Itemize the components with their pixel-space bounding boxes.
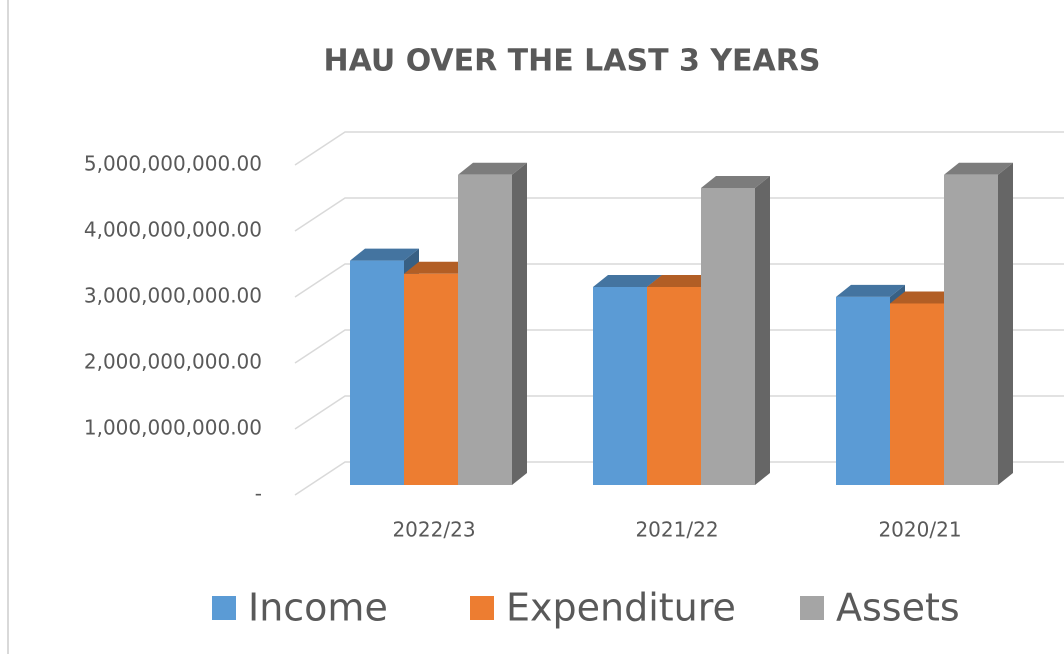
bar-top: [350, 248, 419, 261]
y-tick-label: 1,000,000,000.00: [84, 416, 262, 440]
bar-front: [944, 174, 998, 486]
legend-swatch: [800, 596, 824, 620]
bar-front: [458, 174, 512, 486]
bar-front: [350, 260, 404, 485]
y-tick-label: 5,000,000,000.00: [84, 152, 262, 176]
legend-label: Expenditure: [506, 586, 736, 630]
bar: [701, 176, 770, 485]
legend-label: Assets: [836, 586, 960, 630]
legend-swatch: [212, 596, 236, 620]
bar-front: [890, 303, 944, 485]
legend-label: Income: [248, 586, 388, 630]
bar: [458, 162, 527, 486]
bar-top: [836, 284, 905, 297]
legend-swatch: [470, 596, 494, 620]
grid-line: [294, 395, 1064, 430]
bar-front: [647, 287, 701, 485]
y-tick-label: 3,000,000,000.00: [84, 284, 262, 308]
grid-line: [294, 461, 1064, 496]
bar-side: [755, 176, 770, 485]
chart-title: HAU OVER THE LAST 3 YEARS: [324, 44, 821, 79]
y-tick-label: 4,000,000,000.00: [84, 218, 262, 242]
bar-front: [701, 188, 755, 485]
bar-top: [701, 176, 770, 188]
bar-top: [647, 275, 716, 287]
grid-line: [294, 329, 1064, 364]
bar-top: [404, 261, 473, 274]
grid-line: [294, 197, 1064, 232]
bar: [944, 162, 1013, 486]
bar-top: [593, 275, 662, 287]
bar-front: [593, 287, 647, 485]
x-tick-label: 2022/23: [392, 518, 475, 542]
x-tick-label: 2021/22: [635, 518, 718, 542]
bar-top: [944, 162, 1013, 175]
bar-side: [998, 162, 1013, 486]
bar-top: [458, 162, 527, 175]
y-tick-label: 2,000,000,000.00: [84, 350, 262, 374]
grid-line: [294, 263, 1064, 298]
bar-top: [890, 291, 959, 304]
x-tick-label: 2020/21: [878, 518, 961, 542]
bar-front: [404, 273, 458, 485]
bar-side: [512, 162, 527, 486]
bar-front: [836, 296, 890, 485]
grid-line: [294, 131, 1064, 166]
y-tick-label: -: [255, 482, 262, 506]
